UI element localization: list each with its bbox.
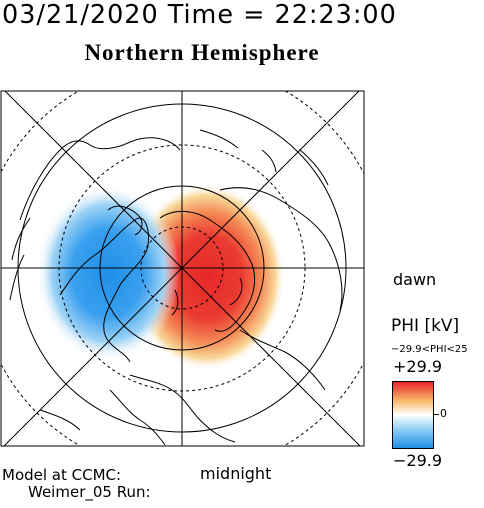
negative-potential-cell <box>36 185 180 361</box>
run-label: Weimer_05 Run: <box>28 483 151 501</box>
datetime-header: 03/21/2020 Time = 22:23:00 <box>2 0 397 30</box>
colorbar <box>392 381 434 449</box>
colorbar-zero-tick <box>434 414 439 415</box>
map-frame <box>0 90 365 447</box>
colorbar-zero-label: 0 <box>440 407 447 420</box>
colorbar-max-label: +29.9 <box>393 357 443 376</box>
midnight-label: midnight <box>200 464 272 483</box>
model-label: Model at CCMC: <box>2 466 122 484</box>
colorbar-title: PHI [kV] <box>391 316 460 336</box>
colorbar-range: −29.9<PHI<25 <box>391 344 468 355</box>
meridian-grid <box>1 91 364 446</box>
colorbar-min-label: −29.9 <box>393 451 443 470</box>
page-title: Northern Hemisphere <box>84 40 320 65</box>
dawn-label: dawn <box>393 270 437 289</box>
polar-potential-map <box>0 90 365 447</box>
